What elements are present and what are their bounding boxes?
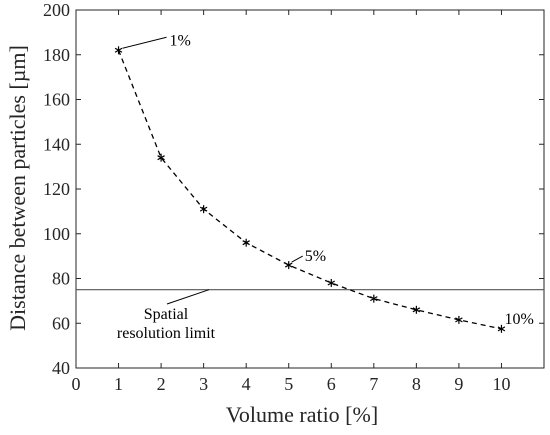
resolution-limit-label: Spatial resolution limit bbox=[117, 306, 216, 342]
data-point bbox=[497, 324, 506, 333]
y-tick-label: 140 bbox=[43, 134, 70, 154]
series-line bbox=[117, 50, 502, 330]
annotation-layer: 1% 5% 10% Spatial resolution limit bbox=[117, 32, 534, 342]
annotation-label: 5% bbox=[305, 248, 326, 265]
y-tick-label: 180 bbox=[43, 45, 70, 65]
y-axis-title: Distance between particles [µm] bbox=[5, 45, 30, 331]
y-tick-label: 120 bbox=[43, 179, 70, 199]
annotation-label: 10% bbox=[504, 311, 533, 328]
data-point bbox=[370, 294, 378, 303]
y-tick-label: 60 bbox=[52, 313, 70, 333]
y-tick-label: 200 bbox=[43, 0, 70, 20]
y-tick-label: 100 bbox=[43, 224, 70, 244]
data-point bbox=[114, 46, 123, 55]
annotation-label: 1% bbox=[170, 32, 191, 49]
x-axis-title: Volume ratio [%] bbox=[226, 402, 378, 427]
y-tick-label: 40 bbox=[52, 358, 70, 378]
x-tick-label: 6 bbox=[327, 374, 336, 394]
data-point bbox=[242, 238, 250, 247]
annotation-leader bbox=[291, 255, 303, 263]
ticks-layer: 0 1 2 3 4 5 6 7 8 9 10 40 60 80 100 120 140 160 180 200 bbox=[43, 0, 544, 394]
x-tick-label: 4 bbox=[242, 374, 251, 394]
x-tick-label: 0 bbox=[72, 374, 81, 394]
resolution-limit-leader bbox=[166, 289, 210, 305]
series-layer bbox=[76, 46, 544, 333]
data-point bbox=[199, 205, 208, 214]
y-tick-label: 80 bbox=[52, 269, 70, 289]
x-tick-label: 10 bbox=[492, 374, 510, 394]
x-tick-label: 2 bbox=[157, 374, 166, 394]
y-tick-label: 160 bbox=[43, 90, 70, 110]
data-point bbox=[284, 261, 293, 270]
x-tick-label: 5 bbox=[284, 374, 293, 394]
data-point bbox=[327, 278, 336, 287]
resolution-limit-label-line: Spatial bbox=[144, 306, 189, 323]
x-tick-label: 1 bbox=[114, 374, 123, 394]
resolution-limit-label-line: resolution limit bbox=[117, 325, 216, 342]
x-tick-label: 7 bbox=[369, 374, 378, 394]
annotation-leader bbox=[122, 36, 167, 49]
data-point bbox=[157, 153, 165, 162]
data-point bbox=[412, 305, 421, 314]
x-tick-label: 3 bbox=[199, 374, 208, 394]
x-tick-label: 9 bbox=[454, 374, 463, 394]
x-tick-label: 8 bbox=[412, 374, 421, 394]
data-point bbox=[455, 315, 463, 324]
